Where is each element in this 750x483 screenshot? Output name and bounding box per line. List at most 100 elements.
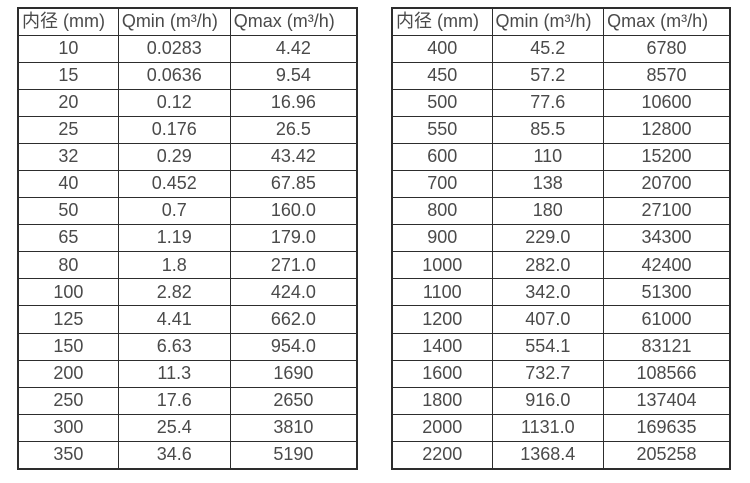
qmin-cell: 45.2 <box>491 34 605 64</box>
qmin-cell: 110 <box>491 143 605 172</box>
diameter-cell: 1600 <box>391 359 493 388</box>
qmax-cell: 160.0 <box>229 197 358 226</box>
table-row: 80 1.8 271.0 <box>17 251 358 280</box>
table-row: 25 0.176 26.5 <box>17 116 358 145</box>
diameter-cell: 800 <box>391 197 493 226</box>
diameter-cell: 1000 <box>391 251 493 280</box>
qmax-cell: 137404 <box>603 386 731 415</box>
table-row: 800 180 27100 <box>391 197 731 226</box>
qmax-cell: 9.54 <box>229 62 358 91</box>
qmax-cell: 2650 <box>229 386 358 415</box>
diameter-cell: 80 <box>17 251 119 280</box>
diameter-cell: 700 <box>391 170 493 199</box>
qmax-cell: 179.0 <box>229 224 358 253</box>
header-qmin: Qmin (m³/h) <box>117 7 231 36</box>
diameter-cell: 500 <box>391 89 493 118</box>
qmin-cell: 4.41 <box>117 305 231 334</box>
qmax-cell: 271.0 <box>229 251 358 280</box>
diameter-cell: 600 <box>391 143 493 172</box>
table-row: 250 17.6 2650 <box>17 386 358 415</box>
qmin-cell: 6.63 <box>117 332 231 361</box>
qmin-cell: 57.2 <box>491 62 605 91</box>
diameter-cell: 50 <box>17 197 119 226</box>
header-row: 内径 (mm) Qmin (m³/h) Qmax (m³/h) <box>17 7 358 36</box>
qmin-cell: 138 <box>491 170 605 199</box>
diameter-cell: 150 <box>17 332 119 361</box>
qmin-cell: 0.29 <box>117 143 231 172</box>
qmin-cell: 34.6 <box>117 440 231 470</box>
qmax-cell: 16.96 <box>229 89 358 118</box>
header-qmax: Qmax (m³/h) <box>229 7 358 36</box>
qmax-cell: 43.42 <box>229 143 358 172</box>
qmin-cell: 85.5 <box>491 116 605 145</box>
diameter-cell: 400 <box>391 34 493 64</box>
table-row: 125 4.41 662.0 <box>17 305 358 334</box>
diameter-cell: 350 <box>17 440 119 470</box>
flow-table-large-diameters: 内径 (mm) Qmin (m³/h) Qmax (m³/h) 400 45.2 6… <box>391 7 731 470</box>
diameter-cell: 2200 <box>391 440 493 470</box>
table-row: 32 0.29 43.42 <box>17 143 358 172</box>
qmax-cell: 662.0 <box>229 305 358 334</box>
qmin-cell: 916.0 <box>491 386 605 415</box>
table-row: 1100 342.0 51300 <box>391 278 731 307</box>
table-row: 200 11.3 1690 <box>17 359 358 388</box>
qmin-cell: 25.4 <box>117 413 231 442</box>
qmin-cell: 342.0 <box>491 278 605 307</box>
table-row: 2200 1368.4 205258 <box>391 440 731 470</box>
qmax-cell: 205258 <box>603 440 731 470</box>
diameter-cell: 65 <box>17 224 119 253</box>
qmax-cell: 424.0 <box>229 278 358 307</box>
qmax-cell: 1690 <box>229 359 358 388</box>
qmin-cell: 554.1 <box>491 332 605 361</box>
qmax-cell: 4.42 <box>229 34 358 64</box>
qmin-cell: 180 <box>491 197 605 226</box>
diameter-cell: 1800 <box>391 386 493 415</box>
table-row: 40 0.452 67.85 <box>17 170 358 199</box>
table-row: 1600 732.7 108566 <box>391 359 731 388</box>
qmax-cell: 83121 <box>603 332 731 361</box>
diameter-cell: 15 <box>17 62 119 91</box>
qmin-cell: 11.3 <box>117 359 231 388</box>
qmax-cell: 8570 <box>603 62 731 91</box>
table-row: 150 6.63 954.0 <box>17 332 358 361</box>
diameter-cell: 2000 <box>391 413 493 442</box>
table-row: 65 1.19 179.0 <box>17 224 358 253</box>
diameter-cell: 300 <box>17 413 119 442</box>
diameter-cell: 200 <box>17 359 119 388</box>
qmin-cell: 0.452 <box>117 170 231 199</box>
qmax-cell: 5190 <box>229 440 358 470</box>
qmax-cell: 6780 <box>603 34 731 64</box>
qmax-cell: 42400 <box>603 251 731 280</box>
diameter-cell: 40 <box>17 170 119 199</box>
table-row: 20 0.12 16.96 <box>17 89 358 118</box>
qmax-cell: 15200 <box>603 143 731 172</box>
qmax-cell: 26.5 <box>229 116 358 145</box>
diameter-cell: 1100 <box>391 278 493 307</box>
diameter-cell: 32 <box>17 143 119 172</box>
table-row: 900 229.0 34300 <box>391 224 731 253</box>
qmax-cell: 61000 <box>603 305 731 334</box>
table-row: 1400 554.1 83121 <box>391 332 731 361</box>
diameter-cell: 1400 <box>391 332 493 361</box>
diameter-cell: 10 <box>17 34 119 64</box>
qmin-cell: 229.0 <box>491 224 605 253</box>
qmax-cell: 51300 <box>603 278 731 307</box>
diameter-cell: 450 <box>391 62 493 91</box>
qmin-cell: 0.0636 <box>117 62 231 91</box>
table-row: 1800 916.0 137404 <box>391 386 731 415</box>
table-header-row: 内径 (mm) Qmin (m³/h) Qmax (m³/h) <box>391 7 731 36</box>
qmin-cell: 0.7 <box>117 197 231 226</box>
qmin-cell: 0.0283 <box>117 34 231 64</box>
table-row: 350 34.6 5190 <box>17 440 358 470</box>
qmax-cell: 10600 <box>603 89 731 118</box>
diameter-cell: 900 <box>391 224 493 253</box>
diameter-cell: 125 <box>17 305 119 334</box>
table-body: 10 0.0283 4.42 15 0.0636 9.54 20 0.12 16.96 25 0.1… <box>17 34 358 470</box>
diameter-cell: 100 <box>17 278 119 307</box>
table-row: 600 110 15200 <box>391 143 731 172</box>
table-row: 50 0.7 160.0 <box>17 197 358 226</box>
header-qmax: Qmax (m³/h) <box>603 7 731 36</box>
qmax-cell: 169635 <box>603 413 731 442</box>
table-row: 300 25.4 3810 <box>17 413 358 442</box>
